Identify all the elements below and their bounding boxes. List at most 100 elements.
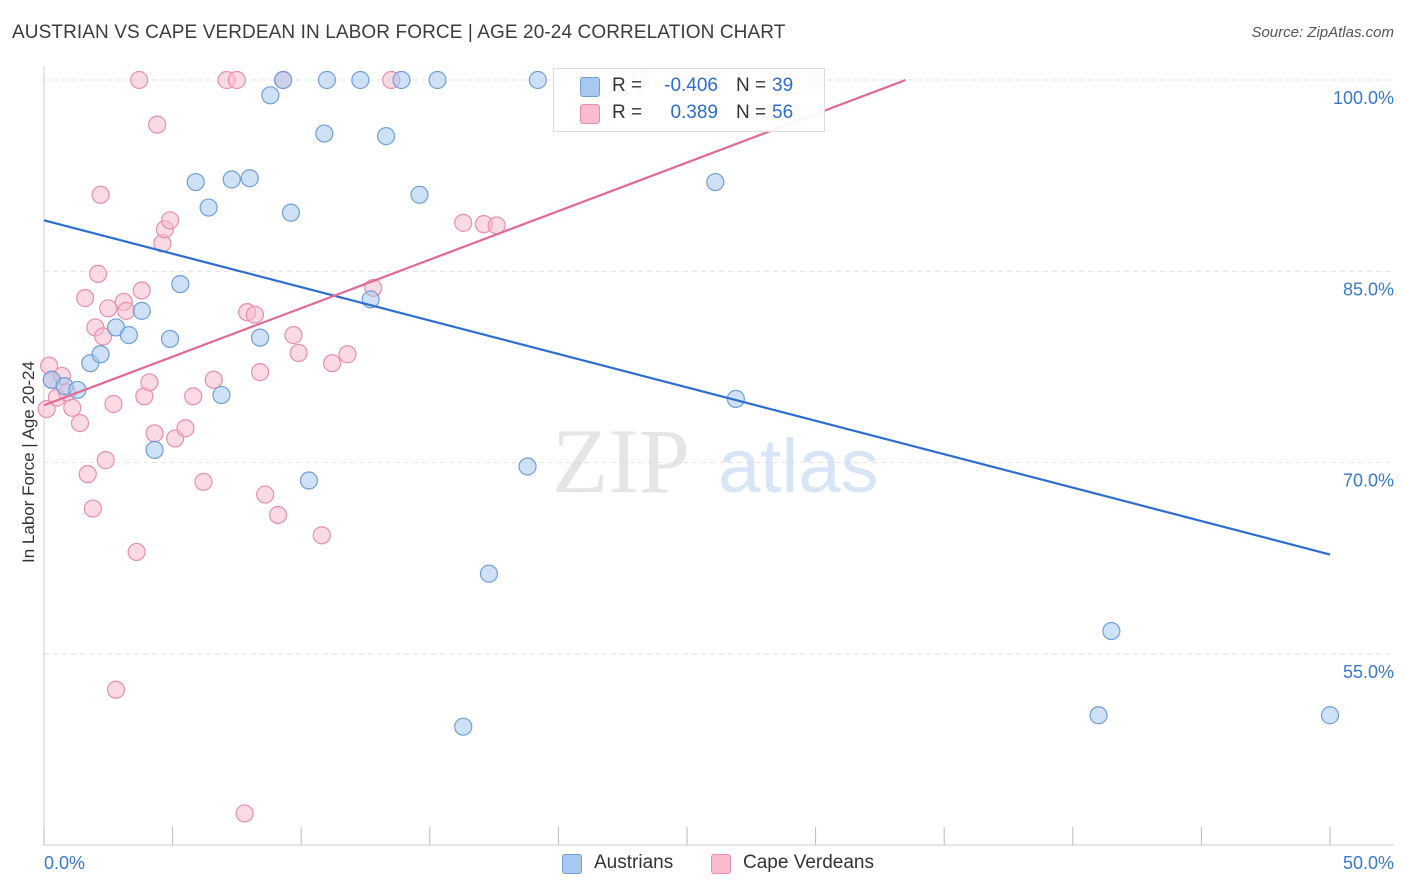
- austrian-point: [281, 203, 301, 222]
- legend-label-cape-verdeans: Cape Verdeans: [743, 852, 874, 873]
- austrian-point: [250, 328, 270, 347]
- cape-verdean-point: [104, 394, 123, 414]
- austrian-point: [91, 345, 110, 364]
- stats-legend: R = -0.406 N = 39 R = 0.389 N = 56: [553, 68, 825, 132]
- legend-row-cape-verdeans: R = 0.389 N = 56: [554, 100, 824, 128]
- series-legend: Austrians Cape Verdeans: [0, 852, 1406, 878]
- cape-verdean-point: [338, 345, 357, 364]
- cape-verdean-point: [94, 327, 113, 346]
- cape-verdean-point: [99, 299, 118, 318]
- cape-verdean-point: [63, 398, 82, 417]
- axis-layer: [43, 66, 1394, 846]
- austrian-point: [274, 70, 293, 90]
- austrian-point: [428, 70, 447, 90]
- y-tick-label: 85.0%: [1343, 279, 1394, 299]
- cape-verdean-point: [312, 526, 331, 545]
- austrian-point: [240, 169, 259, 188]
- austrian-point: [317, 70, 337, 90]
- legend-r-value: -0.406: [664, 75, 718, 96]
- legend-swatch-austrians: [562, 854, 582, 874]
- cape-verdean-point: [37, 399, 56, 419]
- austrian-point: [479, 564, 499, 583]
- cape-verdean-point: [140, 373, 159, 392]
- austrian-point: [410, 185, 429, 204]
- austrian-point: [706, 172, 725, 192]
- austrian-point: [119, 326, 138, 345]
- cape-verdean-point: [96, 451, 115, 470]
- legend-row-austrians: R = -0.406 N = 39: [554, 73, 824, 101]
- austrians-points: [42, 70, 1340, 736]
- watermark-atlas: atlas: [718, 424, 879, 509]
- cape-verdean-point: [127, 542, 146, 562]
- cape-verdean-point: [268, 505, 288, 525]
- y-tick-label: 55.0%: [1343, 662, 1394, 682]
- cape-verdean-point: [194, 472, 213, 491]
- austrian-point: [212, 385, 231, 405]
- austrian-point: [376, 127, 396, 146]
- austrians-trend-line: [43, 219, 1331, 556]
- legend-swatch-cape-verdeans: [580, 104, 600, 124]
- cape-verdean-point: [148, 115, 167, 134]
- austrian-point: [186, 172, 205, 192]
- austrian-point: [145, 440, 164, 460]
- cape-verdean-point: [78, 465, 97, 484]
- legend-r-label: R =: [612, 75, 643, 96]
- legend-n-label: N =: [736, 75, 767, 96]
- cape-verdean-point: [130, 70, 149, 90]
- austrian-point: [1320, 706, 1340, 725]
- cape-verdean-point: [176, 419, 195, 438]
- y-tick-label: 100.0%: [1333, 88, 1394, 108]
- cape-verdean-point: [256, 485, 275, 504]
- cape-verdean-point: [160, 211, 180, 230]
- austrian-point: [528, 70, 547, 90]
- tick-label-layer: 55.0% 70.0% 85.0% 100.0% 0.0% 50.0%: [44, 88, 1394, 873]
- austrian-point: [199, 198, 218, 217]
- austrian-point: [171, 274, 190, 294]
- legend-swatch-austrians: [580, 77, 600, 97]
- cape-verdean-point: [235, 804, 254, 823]
- cape-verdean-point: [91, 185, 110, 204]
- austrian-point: [454, 717, 473, 736]
- austrian-point: [1089, 706, 1108, 725]
- legend-n-value: 56: [772, 102, 794, 123]
- legend-r-value: 0.389: [670, 102, 718, 123]
- cape-verdean-point: [76, 289, 95, 308]
- watermark-zip: ZIP: [552, 410, 690, 512]
- cape-verdean-point: [106, 680, 126, 699]
- source-label: Source: ZipAtlas.com: [1251, 24, 1394, 41]
- cape-verdean-point: [132, 281, 151, 300]
- x-tick-label: 50.0%: [1343, 853, 1394, 873]
- austrian-point: [1102, 621, 1121, 641]
- austrian-point: [315, 124, 334, 143]
- austrian-point: [518, 457, 537, 476]
- austrian-point: [351, 70, 370, 90]
- cape-verdean-point: [250, 363, 270, 382]
- austrian-point: [261, 86, 280, 105]
- x-tick-label: 0.0%: [44, 853, 85, 873]
- cape-verdean-point: [322, 354, 342, 373]
- austrian-point: [222, 170, 241, 189]
- austrian-point: [299, 471, 319, 490]
- cape-verdean-point: [83, 499, 102, 518]
- cape-verdean-point: [117, 301, 136, 320]
- austrian-point: [392, 70, 411, 90]
- cape-verdeans-trend-line: [43, 78, 907, 407]
- cape-verdean-point: [454, 213, 473, 232]
- trend-layer: [43, 78, 1331, 556]
- legend-n-value: 39: [772, 75, 794, 96]
- austrian-point: [160, 329, 180, 349]
- cape-verdean-point: [284, 326, 303, 345]
- y-tick-label: 70.0%: [1343, 471, 1394, 491]
- cape-verdean-point: [245, 305, 265, 324]
- cape-verdean-point: [70, 414, 90, 433]
- cape-verdean-point: [184, 387, 203, 406]
- y-axis-label: In Labor Force | Age 20-24: [19, 361, 38, 563]
- cape-verdean-point: [289, 343, 308, 363]
- cape-verdean-point: [145, 424, 164, 443]
- watermark: ZIP atlas: [552, 410, 879, 512]
- cape-verdean-point: [88, 264, 108, 283]
- austrian-point: [132, 301, 151, 320]
- grid-layer: [44, 79, 1394, 655]
- legend-n-label: N =: [736, 102, 767, 123]
